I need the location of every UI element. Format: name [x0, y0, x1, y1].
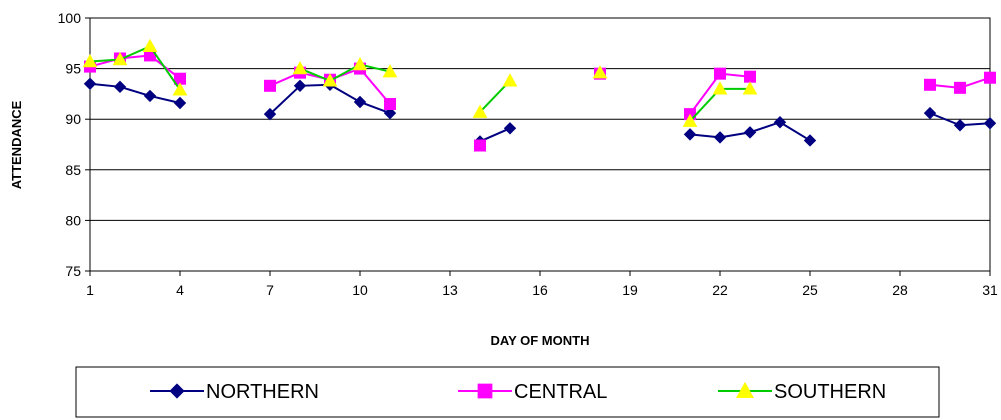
- data-point-northern: [713, 131, 727, 144]
- data-point-southern: [472, 104, 488, 118]
- x-tick-label: 13: [442, 282, 458, 298]
- data-point-southern: [292, 61, 308, 75]
- data-point-northern: [683, 128, 697, 141]
- data-point-southern: [112, 51, 128, 66]
- data-point-northern: [983, 117, 997, 130]
- data-point-northern: [773, 116, 787, 129]
- x-tick-label: 28: [892, 282, 908, 298]
- data-point-northern: [743, 126, 757, 139]
- series-line-central: [89, 54, 181, 80]
- data-point-southern: [322, 73, 338, 87]
- legend-marker-southern: [736, 381, 754, 398]
- y-tick-label: 95: [65, 61, 81, 77]
- data-point-southern: [352, 57, 368, 71]
- legend-item-central: CENTRAL: [458, 381, 607, 403]
- data-point-southern: [742, 81, 758, 95]
- x-tick-label: 7: [266, 282, 274, 298]
- y-axis-ticks: 75 80 85 90 95 100: [58, 10, 90, 279]
- legend-label-northern: NORTHERN: [206, 381, 319, 403]
- data-point-southern: [682, 113, 698, 127]
- data-point-central: [954, 81, 966, 94]
- data-point-central: [474, 139, 486, 152]
- data-point-northern: [83, 77, 97, 90]
- data-point-southern: [142, 38, 158, 53]
- axes: [89, 17, 991, 272]
- series-line-southern: [299, 63, 391, 82]
- series-southern: [82, 38, 758, 127]
- data-point-northern: [503, 122, 517, 135]
- data-point-central: [984, 71, 996, 84]
- y-tick-label: 75: [65, 263, 81, 279]
- x-tick-label: 22: [712, 282, 728, 298]
- data-point-northern: [263, 107, 277, 121]
- data-point-northern: [803, 134, 817, 147]
- data-point-central: [264, 79, 276, 92]
- gridlines: [90, 68, 990, 221]
- series-lines: [82, 38, 997, 152]
- x-axis-ticks: 1 4 7 10 13 16 19 22 25 28 31: [86, 271, 998, 298]
- legend: NORTHERN CENTRAL SOUTHERN: [75, 366, 940, 418]
- plot-area-frame: [89, 17, 991, 272]
- data-point-northern: [353, 95, 367, 109]
- data-point-northern: [923, 106, 937, 120]
- legend-item-southern: SOUTHERN: [718, 381, 886, 403]
- data-point-southern: [172, 82, 188, 96]
- x-tick-label: 10: [352, 282, 368, 298]
- legend-marker-central: [477, 383, 493, 399]
- x-tick-label: 19: [622, 282, 638, 298]
- data-point-southern: [82, 53, 98, 68]
- series-northern: [83, 77, 997, 148]
- data-point-northern: [953, 119, 967, 132]
- legend-label-central: CENTRAL: [514, 381, 607, 403]
- y-tick-label: 85: [65, 162, 81, 178]
- legend-item-northern: NORTHERN: [150, 381, 319, 403]
- data-point-northern: [143, 89, 157, 103]
- series-line-northern: [479, 127, 511, 143]
- x-tick-label: 31: [982, 282, 998, 298]
- legend-marker-northern: [169, 383, 185, 399]
- data-point-central: [384, 98, 396, 111]
- data-point-northern: [113, 80, 127, 94]
- series-line-northern: [89, 82, 181, 104]
- data-point-northern: [293, 79, 307, 93]
- y-tick-label: 80: [65, 212, 81, 228]
- x-axis-title: DAY OF MONTH: [491, 333, 590, 348]
- series-central: [84, 49, 996, 152]
- y-axis-title: ATTENDANCE: [9, 100, 24, 189]
- x-tick-label: 1: [86, 282, 94, 298]
- x-tick-label: 16: [532, 282, 548, 298]
- legend-label-southern: SOUTHERN: [774, 381, 886, 403]
- data-point-central: [714, 67, 726, 80]
- x-tick-label: 25: [802, 282, 818, 298]
- data-point-northern: [173, 96, 187, 110]
- x-tick-label: 4: [176, 282, 184, 298]
- data-point-southern: [502, 73, 518, 87]
- y-tick-label: 90: [65, 111, 81, 127]
- data-point-southern: [382, 64, 398, 78]
- data-point-central: [924, 78, 936, 91]
- data-point-southern: [592, 65, 608, 79]
- data-point-northern: [383, 106, 397, 120]
- data-point-central: [744, 70, 756, 83]
- y-tick-label: 100: [58, 10, 82, 26]
- series-line-southern: [89, 45, 181, 91]
- data-point-southern: [712, 81, 728, 95]
